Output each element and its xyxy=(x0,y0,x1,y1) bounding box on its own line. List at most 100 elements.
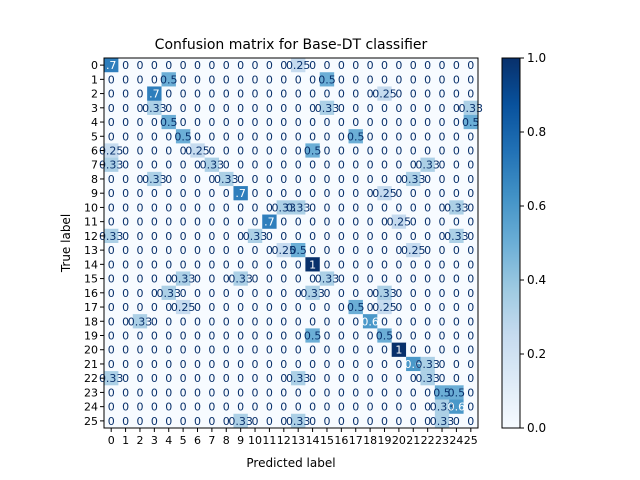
heatmap-cell-label: 0 xyxy=(266,301,273,314)
heatmap-cell xyxy=(420,100,436,116)
heatmap-cell-label: 0 xyxy=(467,244,474,257)
heatmap-cell-label: 0 xyxy=(295,145,302,158)
heatmap-cell xyxy=(391,271,407,286)
heatmap-cell-label: 0 xyxy=(122,415,129,428)
x-tick-label: 18 xyxy=(363,434,377,447)
heatmap-cell-label: 0 xyxy=(266,59,273,72)
heatmap-cell-label: 0 xyxy=(252,244,259,257)
heatmap-cell-label: 0 xyxy=(266,102,273,115)
heatmap-cell xyxy=(161,100,177,116)
heatmap-cell xyxy=(391,72,407,87)
heatmap-cell-label: 0.33 xyxy=(142,173,167,186)
heatmap-cell xyxy=(319,385,335,400)
heatmap-cell-label: 0 xyxy=(165,344,172,357)
heatmap-cell xyxy=(204,271,220,286)
heatmap-cell-label: 0 xyxy=(136,145,143,158)
heatmap-cell-label: 0 xyxy=(467,230,474,243)
heatmap-cell-label: 0 xyxy=(439,73,446,86)
heatmap-cell xyxy=(377,129,392,144)
heatmap-cell-label: 0 xyxy=(180,230,187,243)
heatmap-cell xyxy=(161,186,177,201)
heatmap-cell xyxy=(262,100,277,116)
heatmap-cell-label: 0 xyxy=(410,130,417,143)
heatmap-cell-label: 0 xyxy=(323,216,330,229)
heatmap-cell-label: 0 xyxy=(208,187,215,200)
heatmap-cell xyxy=(276,328,292,343)
heatmap-cell-label: 0 xyxy=(338,401,345,414)
heatmap-cell xyxy=(219,413,234,429)
heatmap-cell xyxy=(262,399,277,415)
heatmap-cell xyxy=(247,257,263,272)
heatmap-cell-label: 0 xyxy=(352,244,359,257)
heatmap-cell-label: 0 xyxy=(237,145,244,158)
heatmap-cell xyxy=(377,271,392,286)
heatmap-cell xyxy=(147,371,162,386)
heatmap-cell xyxy=(219,371,234,386)
heatmap-cell xyxy=(247,171,263,187)
heatmap-cell-label: 0 xyxy=(122,59,129,72)
heatmap-cell-label: 0 xyxy=(237,244,244,257)
heatmap-cell xyxy=(233,214,249,230)
heatmap-cell xyxy=(190,385,205,400)
heatmap-cell xyxy=(262,385,277,400)
heatmap-cell xyxy=(276,314,292,329)
heatmap-cell xyxy=(204,299,220,315)
heatmap-cell-label: 0 xyxy=(381,59,388,72)
heatmap-cell-label: 0.33 xyxy=(171,273,196,286)
heatmap-cell xyxy=(262,214,277,230)
heatmap-cell-label: 0 xyxy=(252,386,259,399)
heatmap-cell-label: 0 xyxy=(151,230,158,243)
heatmap-cell-label: 0 xyxy=(194,386,201,399)
heatmap-cell xyxy=(406,342,421,358)
heatmap-cell xyxy=(262,86,277,101)
heatmap-cell-label: 0.33 xyxy=(99,230,124,243)
heatmap-cell xyxy=(362,86,378,101)
heatmap-cell xyxy=(190,285,205,301)
heatmap-cell xyxy=(161,299,177,315)
heatmap-cell-label: 0 xyxy=(439,187,446,200)
heatmap-cell xyxy=(104,314,119,329)
heatmap-cell xyxy=(104,257,119,272)
heatmap-cell-label: 0.25 xyxy=(372,187,397,200)
heatmap-cell-label: 0 xyxy=(136,88,143,101)
heatmap-cell xyxy=(161,243,177,258)
heatmap-cell-label: 0 xyxy=(410,102,417,115)
heatmap-cell-label: 0 xyxy=(467,145,474,158)
heatmap-cell-label: 0 xyxy=(338,173,345,186)
heatmap-cell-label: 0 xyxy=(338,102,345,115)
heatmap-cell-label: 0 xyxy=(381,102,388,115)
heatmap-cell xyxy=(449,143,464,158)
heatmap-cell-label: 0.33 xyxy=(156,287,181,300)
heatmap-cell-label: 0 xyxy=(410,116,417,129)
heatmap-cell-label: 0 xyxy=(424,216,431,229)
heatmap-cell-label: 0 xyxy=(338,73,345,86)
heatmap-cell-label: 0 xyxy=(309,102,316,115)
heatmap-cell-label: 0 xyxy=(295,344,302,357)
heatmap-cell-label: 0 xyxy=(323,258,330,271)
heatmap-cell-label: 0.33 xyxy=(372,287,397,300)
heatmap-cell-label: 0 xyxy=(309,201,316,214)
heatmap-cell-label: 0 xyxy=(151,273,158,286)
heatmap-cell-label: 0 xyxy=(352,116,359,129)
heatmap-cell xyxy=(147,86,162,101)
heatmap-cell xyxy=(391,86,407,101)
heatmap-cell-label: 0 xyxy=(309,372,316,385)
heatmap-cell-label: 0 xyxy=(467,201,474,214)
heatmap-cell xyxy=(305,143,321,158)
heatmap-cell xyxy=(219,129,234,144)
heatmap-cell-label: 0 xyxy=(151,145,158,158)
heatmap-cell-label: 0 xyxy=(180,287,187,300)
y-tick-label: 5 xyxy=(91,130,98,143)
heatmap-cell-label: 0 xyxy=(280,330,287,343)
heatmap-cell xyxy=(319,171,335,187)
heatmap-cell xyxy=(377,114,392,130)
heatmap-cell xyxy=(190,243,205,258)
heatmap-cell-label: 0 xyxy=(439,130,446,143)
heatmap-cell-label: 0 xyxy=(395,273,402,286)
heatmap-cell-label: 0 xyxy=(367,230,374,243)
heatmap-cell-label: 0 xyxy=(381,386,388,399)
heatmap-cell xyxy=(247,342,263,358)
heatmap-cell xyxy=(463,72,479,87)
heatmap-cell xyxy=(377,171,392,187)
heatmap-cell xyxy=(247,129,263,144)
